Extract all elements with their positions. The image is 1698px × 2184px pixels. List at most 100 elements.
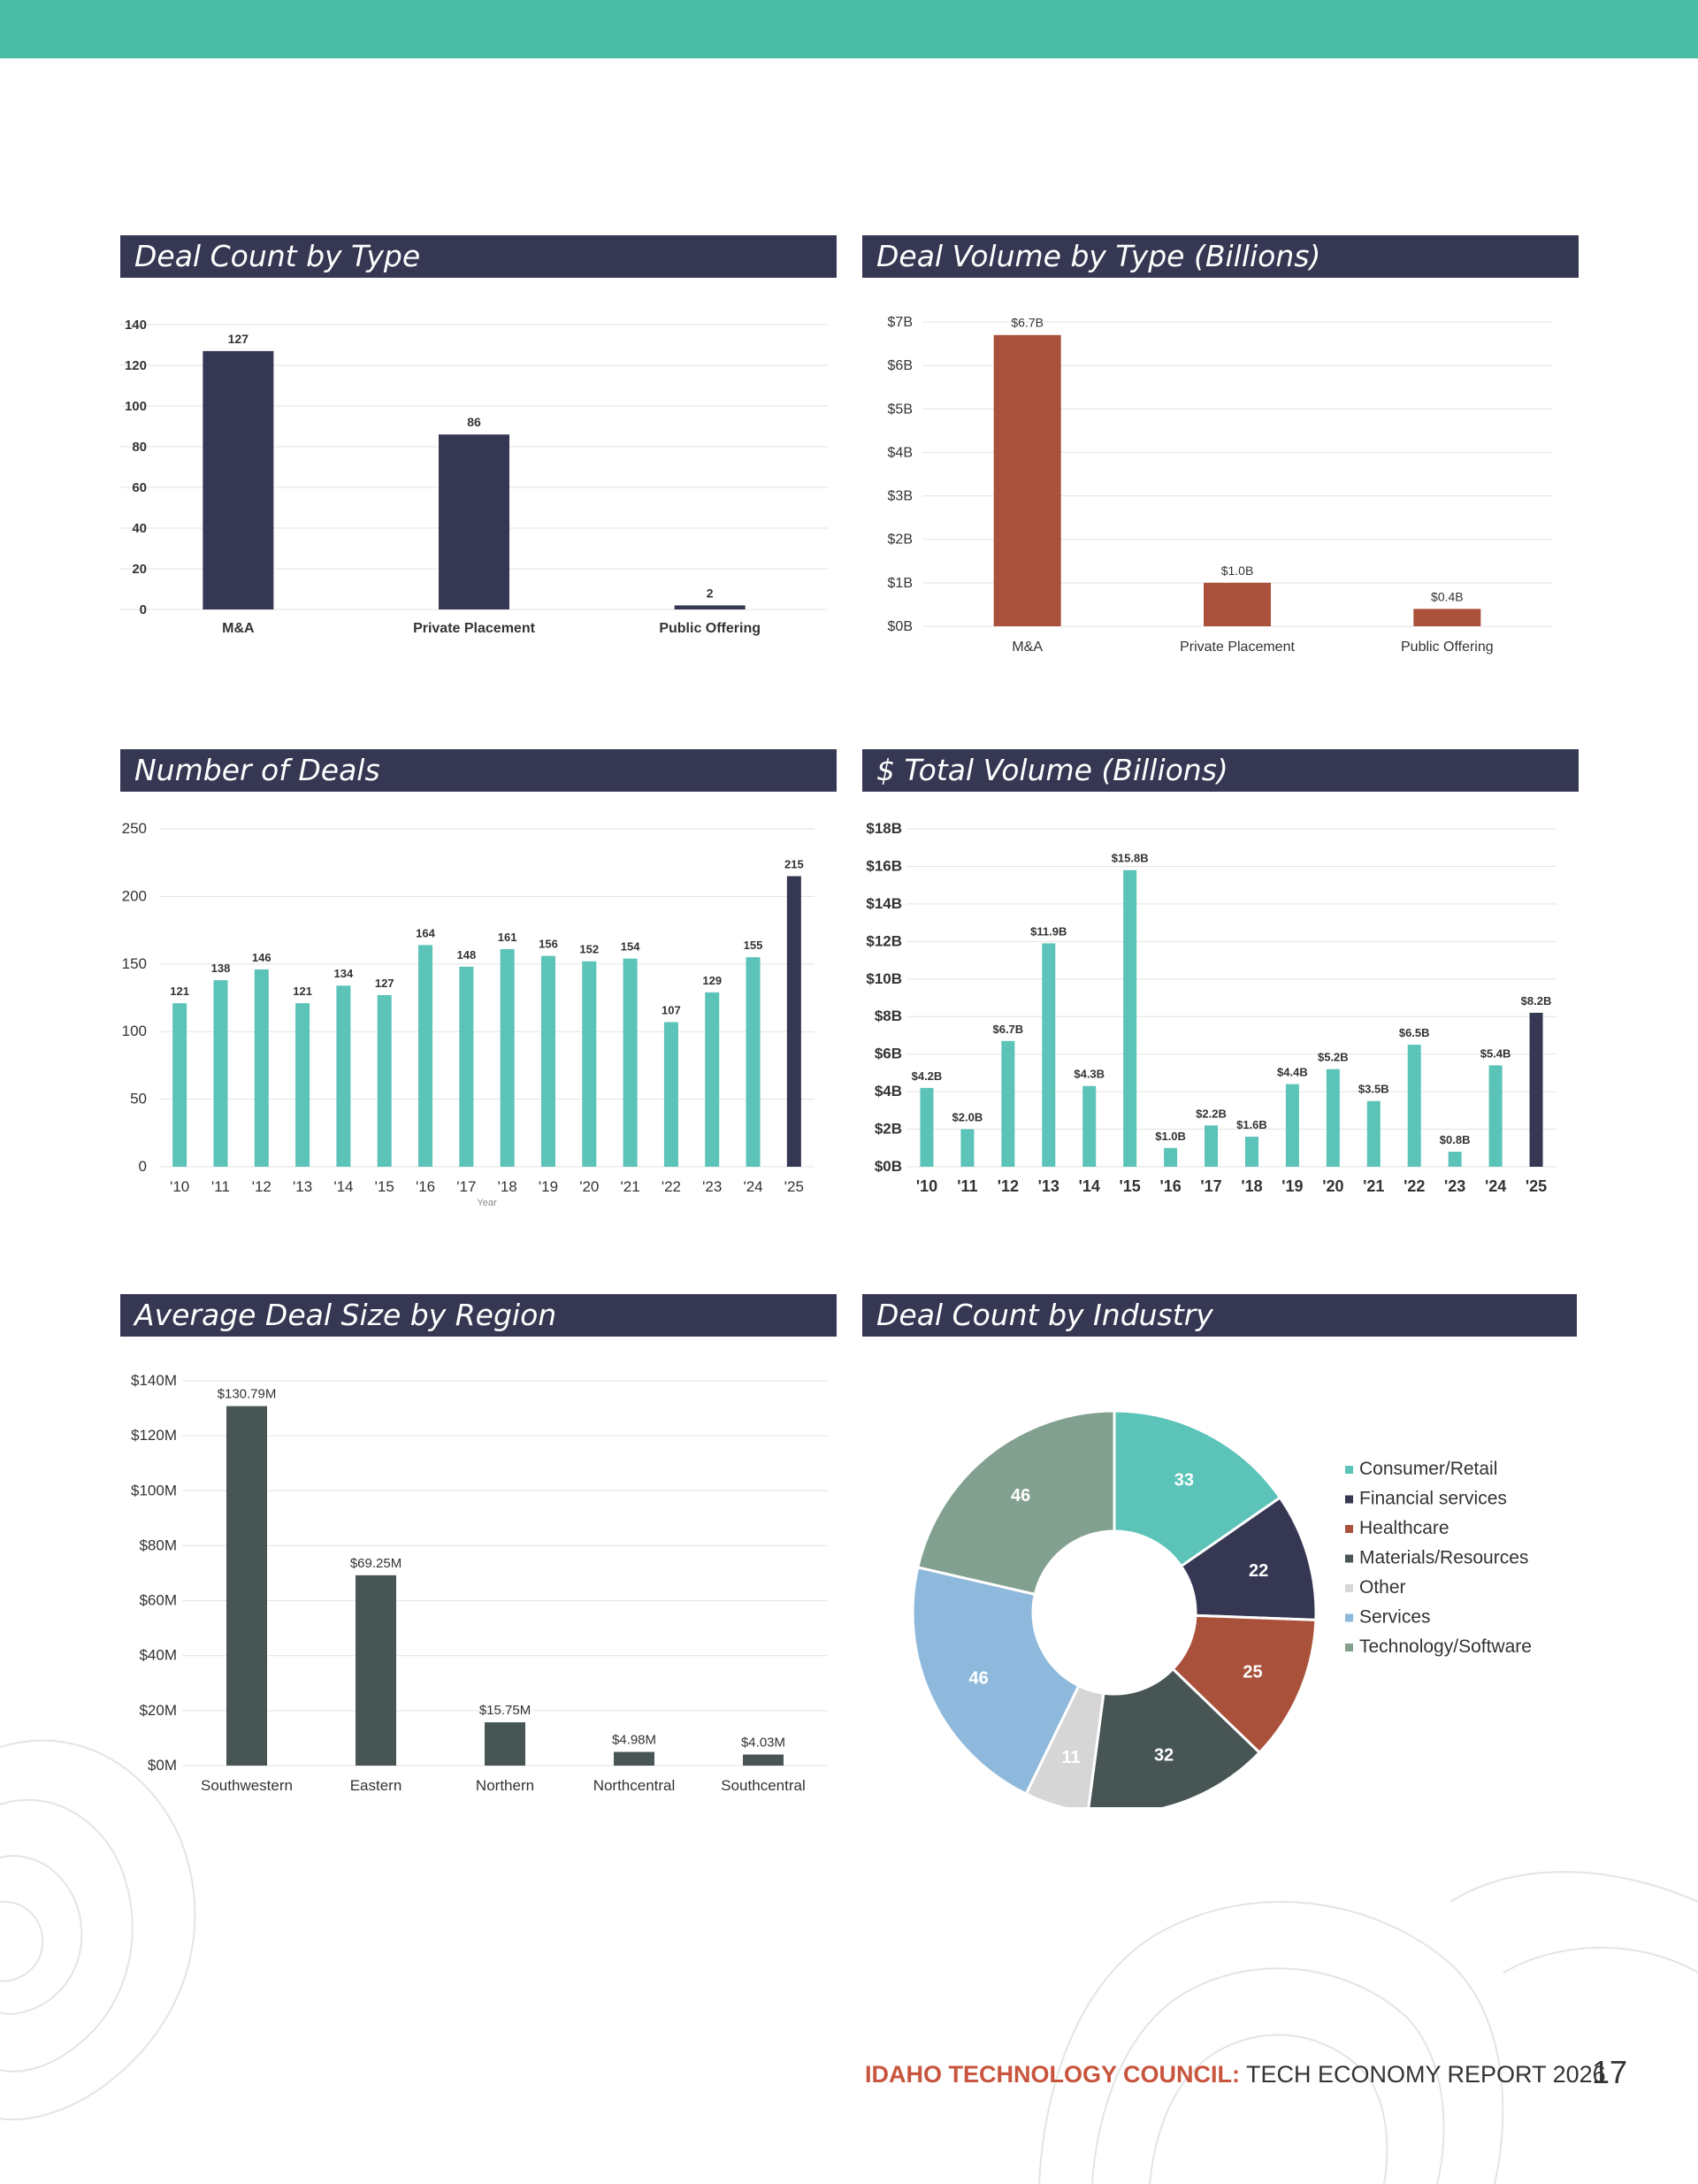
data-label: $2.0B	[952, 1111, 983, 1124]
pie-slice	[1171, 1613, 1318, 1755]
bar	[439, 434, 509, 609]
x-tick-label: '12	[252, 1178, 272, 1195]
bar	[203, 350, 274, 609]
x-tick-label: '16	[416, 1178, 435, 1195]
data-label: 164	[416, 926, 435, 939]
slice-label: 46	[968, 1668, 988, 1688]
y-tick-label: 200	[122, 887, 147, 904]
bar	[172, 1003, 187, 1167]
legend-label: Services	[1359, 1607, 1431, 1628]
data-label: 146	[252, 951, 272, 964]
data-label: 86	[467, 415, 481, 429]
y-tick-label: $16B	[866, 857, 902, 874]
y-tick-label: $18B	[866, 820, 902, 837]
footer-text: IDAHO TECHNOLOGY COUNCIL: TECH ECONOMY R…	[865, 2061, 1606, 2088]
y-tick-label: 80	[132, 440, 147, 455]
data-label: 129	[702, 974, 722, 987]
bar	[1413, 609, 1481, 626]
y-tick-label: $80M	[139, 1536, 177, 1553]
data-label: $6.7B	[992, 1023, 1023, 1036]
legend-swatch	[1345, 1613, 1353, 1622]
x-tick-label: '22	[662, 1178, 681, 1195]
pie-slice	[1087, 1667, 1262, 1807]
bar	[920, 1087, 934, 1167]
data-label: $15.8B	[1112, 852, 1149, 865]
data-label: 148	[456, 948, 476, 962]
y-tick-label: 40	[132, 521, 147, 536]
x-tick-label: '21	[1363, 1177, 1384, 1195]
data-label: 2	[707, 586, 714, 600]
y-tick-label: $40M	[139, 1647, 177, 1664]
x-tick-label: Public Offering	[659, 621, 761, 636]
x-tick-label: '13	[1038, 1177, 1059, 1195]
legend-swatch	[1345, 1495, 1353, 1504]
slice-label: 25	[1243, 1662, 1262, 1682]
legend-swatch	[1345, 1584, 1353, 1592]
data-label: 107	[662, 1004, 681, 1017]
y-tick-label: 50	[130, 1091, 147, 1107]
bar	[485, 1722, 525, 1766]
bar	[1285, 1084, 1299, 1167]
x-tick-label: '18	[498, 1178, 517, 1195]
y-tick-label: $0B	[875, 1158, 902, 1175]
y-tick-label: $100M	[131, 1482, 177, 1498]
x-tick-label: Northcentral	[593, 1777, 676, 1794]
y-tick-label: 100	[122, 1023, 147, 1039]
data-label: $1.6B	[1236, 1118, 1267, 1131]
slice-label: 33	[1174, 1470, 1194, 1490]
data-label: $11.9B	[1030, 924, 1067, 938]
average-deal-size-chart: $0M $20M $40M $60M $80M $100M $120M $140M $130.7…	[131, 1372, 828, 1794]
bar	[1123, 870, 1137, 1167]
data-label: $4.98M	[612, 1733, 656, 1748]
data-label: $4.03M	[741, 1735, 785, 1750]
x-tick-label: '17	[1200, 1177, 1221, 1195]
x-tick-label: '19	[1281, 1177, 1303, 1195]
legend-swatch	[1345, 1644, 1353, 1651]
x-tick-label: '13	[293, 1178, 312, 1195]
pie-slice	[1113, 1409, 1282, 1568]
panel-title: Deal Count by Type	[120, 235, 837, 278]
bar	[1244, 1137, 1258, 1167]
bar	[1082, 1085, 1097, 1167]
panel-title: Deal Count by Industry	[862, 1294, 1577, 1337]
data-label: 121	[170, 985, 189, 998]
x-tick-label: Private Placement	[1180, 640, 1295, 655]
x-tick-label: Public Offering	[1401, 640, 1494, 655]
bar	[1366, 1100, 1381, 1167]
data-label: $6.5B	[1399, 1026, 1430, 1039]
data-label: 134	[334, 967, 354, 980]
data-label: 215	[784, 857, 804, 870]
bar	[226, 1406, 267, 1766]
number-of-deals-chart: 0 50 100 150 200 250 121 '10 138 '11 146 '12 121 '13 1…	[122, 820, 815, 1208]
y-tick-label: 0	[139, 1158, 147, 1175]
data-label: $4.2B	[912, 1069, 943, 1083]
data-label: $1.0B	[1221, 563, 1254, 578]
bar	[743, 1754, 784, 1766]
x-tick-label: '11	[957, 1177, 977, 1195]
legend-label: Consumer/Retail	[1359, 1459, 1497, 1479]
x-tick-label: '20	[579, 1178, 599, 1195]
data-label: $4.4B	[1277, 1066, 1308, 1079]
bar	[674, 605, 746, 609]
data-label: 127	[375, 977, 394, 990]
bar	[377, 994, 392, 1167]
bar	[1204, 582, 1271, 626]
bar	[1407, 1045, 1421, 1167]
bar	[336, 985, 351, 1167]
data-label: $15.75M	[479, 1703, 531, 1718]
x-tick-label: M&A	[1012, 640, 1043, 655]
bar	[582, 961, 597, 1167]
data-label: 121	[293, 985, 312, 998]
y-tick-label: $60M	[139, 1592, 177, 1609]
x-tick-label: '23	[1444, 1177, 1465, 1195]
bar	[1529, 1012, 1543, 1167]
y-tick-label: $10B	[866, 970, 902, 987]
panel-title: Number of Deals	[120, 749, 837, 792]
x-tick-label: '22	[1404, 1177, 1425, 1195]
average-deal-size-panel: Average Deal Size by Region $0M $20M $40M $…	[120, 1294, 837, 1807]
bar	[1042, 943, 1056, 1167]
x-tick-label: Southcentral	[721, 1777, 805, 1794]
y-tick-label: $8B	[875, 1008, 902, 1024]
y-tick-label: $4B	[888, 445, 913, 460]
data-label: $8.2B	[1521, 994, 1552, 1008]
